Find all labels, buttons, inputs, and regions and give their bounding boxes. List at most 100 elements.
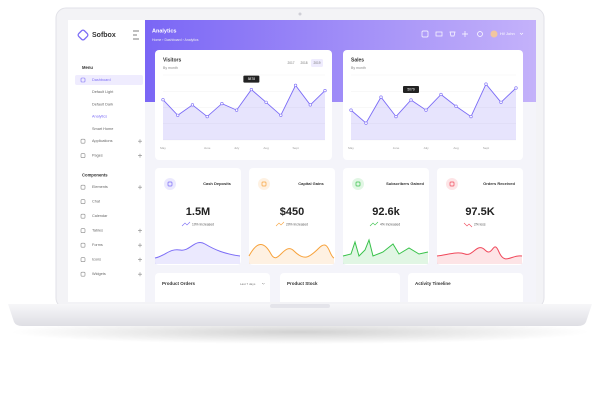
avatar[interactable] (490, 30, 498, 38)
area (351, 84, 516, 140)
panel-title: Product Orders (162, 281, 196, 286)
tooltip (243, 75, 260, 83)
nav-icon (80, 153, 86, 158)
point (469, 114, 473, 119)
sparkline (342, 238, 429, 264)
year-button[interactable]: 2019 (313, 61, 320, 65)
icon[interactable] (477, 31, 483, 37)
stat-icon-bg (258, 178, 270, 190)
nav-item[interactable]: Forms (92, 243, 103, 247)
x-tick-label: July (423, 146, 429, 150)
point (161, 98, 165, 102)
stat-icon-bg (164, 178, 176, 190)
panel-filter[interactable]: Last 7 days (240, 282, 256, 286)
point (499, 100, 503, 104)
stat-change: 2% loss (474, 222, 486, 226)
icon[interactable] (435, 31, 443, 37)
trend-arrow (463, 222, 473, 228)
icon[interactable] (449, 31, 456, 37)
point (409, 98, 413, 102)
point (379, 95, 383, 99)
nav-item[interactable]: Chat (92, 200, 101, 204)
stat-icon (167, 181, 173, 187)
stat-title: Capital Gains (298, 181, 324, 186)
nav-icon (80, 213, 86, 219)
stat-value: 92.6k (372, 206, 400, 218)
page-title: Analytics (152, 28, 176, 34)
x-tick-label: Aug (453, 146, 459, 150)
nav-item[interactable]: Analytics (92, 115, 107, 119)
point (279, 113, 283, 117)
point (514, 86, 518, 90)
nav-item[interactable]: Default Light (92, 90, 114, 94)
header-icons (421, 30, 483, 38)
brand: Sofbox (92, 32, 116, 39)
nav-item[interactable]: Default Dark (92, 102, 113, 106)
panel (280, 273, 400, 302)
stat-card (155, 168, 241, 265)
nav-item[interactable]: Icons (92, 258, 101, 262)
year-active (311, 59, 323, 67)
point (349, 108, 353, 112)
menu-toggle[interactable] (133, 30, 139, 40)
section-title: Menu (82, 65, 93, 70)
point (249, 87, 253, 92)
stat-card (437, 168, 523, 265)
stat-value: 1.5M (186, 206, 210, 218)
point (323, 88, 327, 93)
nav-item[interactable]: Widgets (92, 272, 106, 276)
sparkline-line (154, 242, 241, 259)
point (235, 108, 239, 112)
stat-title: Cash Deposits (203, 181, 232, 186)
point (293, 83, 298, 87)
trend-arrow (369, 221, 379, 227)
nav-item[interactable]: Tables (92, 229, 103, 233)
nav-icon (80, 138, 86, 144)
year-button[interactable]: 2017 (287, 61, 294, 65)
chart-card (155, 50, 332, 160)
caret (519, 32, 524, 35)
nav-item[interactable]: Elements (92, 185, 108, 189)
stat-icon (449, 181, 455, 187)
trend-arrow (181, 221, 191, 227)
expand-icon (138, 139, 142, 144)
nav-icon (80, 257, 86, 263)
screen: Sofbox Analytics Home › Dashboard › Anal… (68, 20, 536, 302)
x-tick-label: Aug (263, 146, 269, 150)
x-tick-label: Sept (483, 146, 489, 150)
panel (155, 273, 270, 302)
logo-icon (77, 29, 89, 41)
expand-icon (138, 257, 142, 262)
panel-title: Product Stock (287, 281, 318, 286)
sparkline (436, 246, 523, 264)
x-tick-label: June (393, 146, 400, 150)
year-button[interactable]: 2018 (300, 61, 307, 65)
nav-item[interactable]: Pages (92, 154, 103, 158)
point (454, 104, 458, 108)
icon[interactable] (421, 30, 429, 38)
point (190, 103, 195, 107)
point (205, 114, 209, 119)
nav-item[interactable]: Applications (92, 139, 113, 143)
stat-icon (355, 181, 361, 187)
area (163, 85, 325, 140)
tooltip-value: 5079 (407, 87, 415, 91)
nav-item[interactable]: Dashboard (92, 78, 111, 82)
filter-caret (261, 282, 265, 285)
chart-title: Visitors (163, 57, 181, 63)
point (484, 82, 488, 86)
panel-title: Activity Timeline (415, 281, 451, 286)
nav-item[interactable]: Calendar (92, 214, 108, 218)
expand-icon (138, 243, 142, 248)
icon[interactable] (462, 31, 468, 37)
point (394, 114, 398, 119)
tooltip-value: 5878 (248, 77, 256, 81)
x-tick-label: May (348, 146, 354, 150)
user-name[interactable]: Hi! John (500, 31, 515, 36)
nav-item[interactable]: Smart Home (92, 127, 113, 131)
nav-icon (80, 199, 86, 204)
laptop-base (8, 304, 592, 326)
sparkline-area (155, 242, 240, 264)
